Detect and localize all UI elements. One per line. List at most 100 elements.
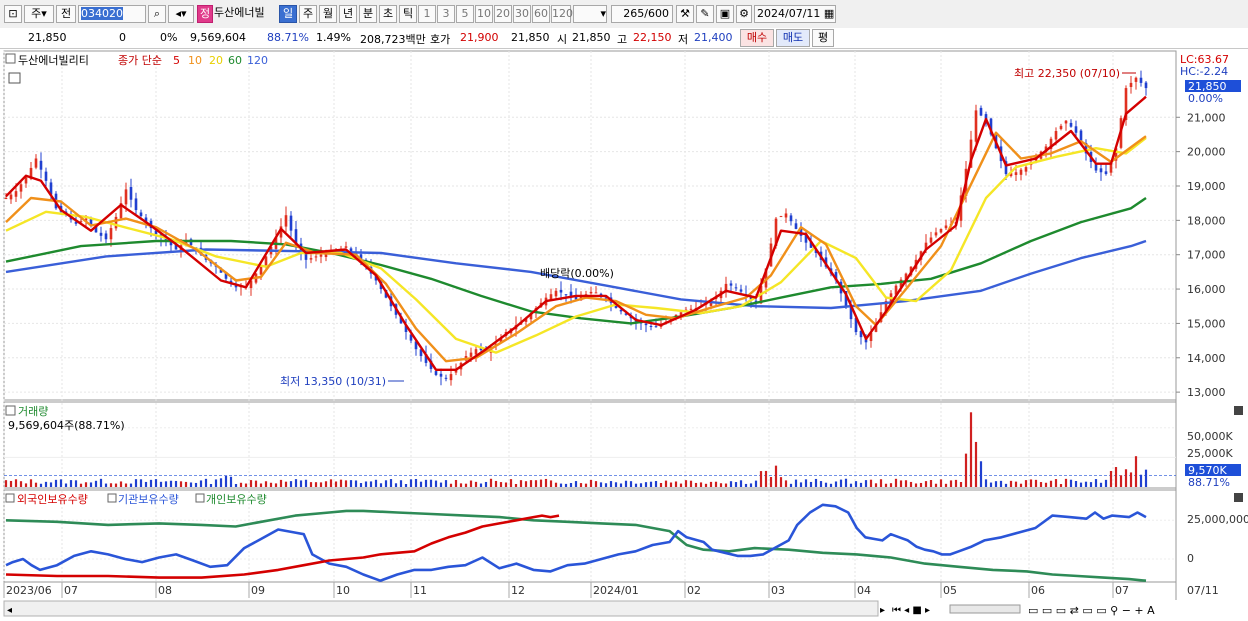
candle-body [1114,148,1118,161]
volume-bar [779,477,783,487]
volume-bar [809,481,813,487]
volume-bar [1049,480,1053,487]
legend-foreign: 외국인보유수량 [17,493,88,506]
draw-icon[interactable]: ✎ [696,5,714,23]
period-year-button[interactable]: 년 [339,5,357,23]
volume-bar [349,480,353,487]
interval-10-button[interactable]: 10 [475,5,493,23]
buy-button[interactable]: 매수 [740,29,774,47]
legend-individual-checkbox[interactable] [195,493,205,503]
candle-body [99,232,103,236]
save-icon[interactable]: ▣ [716,5,734,23]
candle-body [1139,77,1143,83]
prev-button[interactable]: 전 [56,5,76,23]
candle-body [1019,169,1023,175]
holding-legend-checkbox[interactable] [5,493,15,503]
candle-body [84,218,88,221]
volume-legend-checkbox[interactable] [5,405,16,416]
stock-search-icon[interactable]: ⌕ [148,5,166,23]
volume-bar [499,482,503,487]
volume-bar [74,480,78,487]
candle-body [249,280,253,289]
candle-body [499,338,503,343]
interval-5-button[interactable]: 5 [456,5,474,23]
period-tick-button[interactable]: 틱 [399,5,417,23]
count-input[interactable]: 265/600 [611,5,673,23]
sell-button[interactable]: 매도 [776,29,810,47]
candle-body [409,334,413,341]
volume-close-icon[interactable] [1234,406,1243,415]
table-icon[interactable] [8,72,21,84]
candle-body [1004,161,1008,174]
candle-body [734,287,738,289]
volume-bar [244,483,248,487]
volume-bar [689,480,693,487]
candle-body [854,317,858,333]
volume-bar [749,483,753,487]
interval-1-button[interactable]: 1 [418,5,436,23]
volume-bar [274,483,278,487]
candle-body [944,225,948,229]
volume-bar [159,481,163,487]
candle-body [814,249,818,253]
volume-bar [239,482,243,487]
volume-bar [1099,482,1103,487]
interval-custom-input[interactable]: ▾ [573,5,607,23]
volume-bar [229,476,233,487]
candle-body [34,158,38,168]
period-month-button[interactable]: 월 [319,5,337,23]
volume-bar [939,479,943,487]
legend-institution-checkbox[interactable] [107,493,117,503]
speaker-icon[interactable]: ◂▾ [168,5,194,23]
period-unit-select[interactable]: 주▾ [24,5,54,23]
interval-3-button[interactable]: 3 [437,5,455,23]
period-week-button[interactable]: 주 [299,5,317,23]
volume-bar [1009,480,1013,487]
candle-body [614,304,618,308]
zoom-slider[interactable] [949,604,1021,614]
candle-body [904,273,908,281]
institution-holding-line [5,503,1147,582]
candle-body [689,308,693,310]
volume-bar [849,483,853,487]
period-day-button[interactable]: 일 [279,5,297,23]
date-input[interactable]: 2024/07/11 ▦ [754,5,836,23]
stock-code-input[interactable]: 034020 [78,5,146,23]
interval-60-button[interactable]: 60 [532,5,550,23]
volume-bar [139,479,143,487]
candle-body [1074,126,1078,133]
volume-bar [719,483,723,487]
interval-120-button[interactable]: 120 [551,5,573,23]
tools-icon[interactable]: ⚒ [676,5,694,23]
interval-30-button[interactable]: 30 [513,5,531,23]
holding-close-icon[interactable] [1234,493,1243,502]
volume-bar [179,481,183,487]
candle-body [424,354,428,363]
scrollbar[interactable] [3,600,879,617]
period-second-button[interactable]: 초 [379,5,397,23]
settings-icon[interactable]: ⚙ [736,5,752,23]
candle-body [164,237,168,241]
candle-body [259,265,263,275]
volume-bar [644,482,648,487]
volume-bar [559,483,563,487]
bottom-tools-icons[interactable]: ▭ ▭ ▭ ⇄ ▭ ▭ ⚲ − + A [1028,604,1155,617]
scroll-right-icon[interactable]: ▸ [880,605,885,616]
date-tick-label: 2024/01 [593,584,639,597]
lc-label: LC:63.67 [1180,53,1229,66]
chart-icon[interactable]: ⊡ [4,5,22,23]
avg-button[interactable]: 평 [812,29,834,47]
candle-body [14,191,18,197]
interval-20-button[interactable]: 20 [494,5,512,23]
legend-checkbox[interactable] [5,53,16,64]
candle-body [1079,130,1083,144]
period-minute-button[interactable]: 분 [359,5,377,23]
candle-body [74,221,78,224]
volume-bar [184,481,188,487]
volume-bar [679,483,683,487]
volume-bar [1114,467,1118,487]
scroll-left-icon[interactable]: ◂ [7,605,12,616]
candle-body [939,228,943,233]
playback-controls[interactable]: ⏮ ◂ ■ ▸ [892,605,930,616]
candle-body [724,283,728,293]
